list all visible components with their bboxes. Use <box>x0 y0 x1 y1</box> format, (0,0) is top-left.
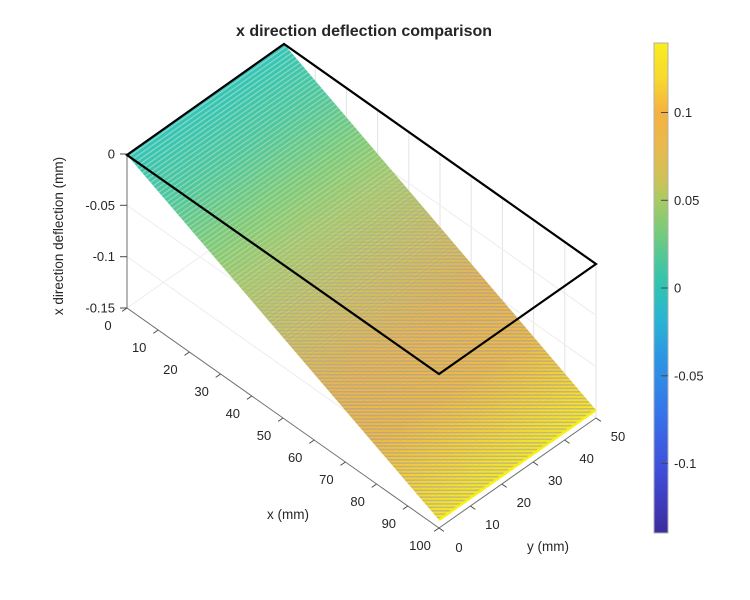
y-tick-label: 30 <box>548 473 562 488</box>
y-axis-label: y (mm) <box>527 539 569 554</box>
colorbar: 0.1 0.05 0 -0.05 -0.1 <box>653 42 704 534</box>
x-tick-label: 0 <box>104 318 111 333</box>
colorbar-tick-label: 0.1 <box>674 105 692 120</box>
z-axis-ticks: 0 -0.05 -0.1 -0.15 <box>85 147 127 316</box>
x-tick-label: 50 <box>257 428 271 443</box>
x-tick-label: 40 <box>226 406 240 421</box>
x-tick-label: 70 <box>319 472 333 487</box>
colorbar-tick-label: 0 <box>674 281 681 296</box>
y-axis-line <box>438 417 597 529</box>
plot-title: x direction deflection comparison <box>236 23 492 40</box>
x-tick-label: 20 <box>163 362 177 377</box>
z-axis-label: x direction deflection (mm) <box>51 157 66 315</box>
reference-outline <box>125 42 598 376</box>
y-axis-ticks: 0 10 20 30 40 50 <box>438 417 625 555</box>
deflection-surface <box>127 44 597 522</box>
x-axis-ticks: 0 10 20 30 40 50 60 70 80 90 100 <box>104 307 440 553</box>
y-tick-label: 50 <box>611 429 625 444</box>
x-axis-label: x (mm) <box>267 507 309 522</box>
x-tick-label: 60 <box>288 450 302 465</box>
surface-free-edge <box>438 408 597 522</box>
z-tick-label: -0.05 <box>85 198 115 213</box>
z-tick-label: -0.1 <box>93 249 115 264</box>
x-tick-label: 80 <box>350 494 364 509</box>
y-tick-label: 0 <box>455 540 462 555</box>
colorbar-tick-label: -0.1 <box>674 456 696 471</box>
x-tick-label: 30 <box>194 384 208 399</box>
z-tick-label: 0 <box>108 147 115 162</box>
y-tick-label: 40 <box>579 451 593 466</box>
x-tick-label: 100 <box>409 538 431 553</box>
x-tick-label: 10 <box>132 340 146 355</box>
y-tick-label: 20 <box>517 495 531 510</box>
y-tick-label: 10 <box>485 517 499 532</box>
x-tick-label: 90 <box>382 516 396 531</box>
z-tick-label: -0.15 <box>85 301 115 316</box>
colorbar-tick-label: 0.05 <box>674 193 699 208</box>
surface-stripe-overlay <box>127 44 596 520</box>
colorbar-tick-label: -0.05 <box>674 368 704 383</box>
